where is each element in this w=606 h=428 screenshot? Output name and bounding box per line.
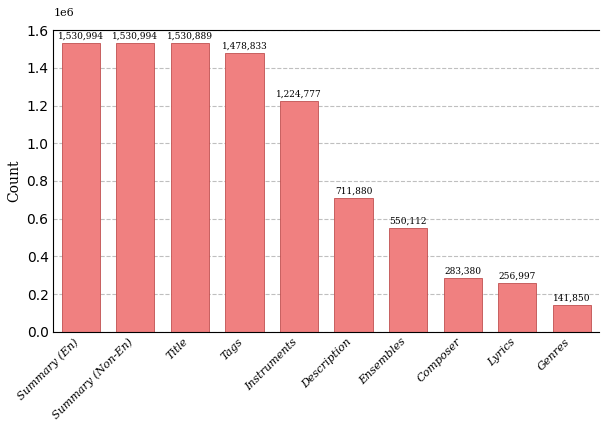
Bar bbox=[553, 305, 591, 332]
Text: 711,880: 711,880 bbox=[335, 186, 372, 195]
Text: 1,530,994: 1,530,994 bbox=[112, 32, 158, 41]
Text: 550,112: 550,112 bbox=[390, 217, 427, 226]
Text: 283,380: 283,380 bbox=[444, 267, 481, 276]
Text: 1e6: 1e6 bbox=[53, 8, 75, 18]
Bar bbox=[225, 53, 264, 332]
Bar bbox=[335, 198, 373, 332]
Text: 1,530,994: 1,530,994 bbox=[58, 32, 104, 41]
Text: 256,997: 256,997 bbox=[499, 272, 536, 281]
Bar bbox=[444, 278, 482, 332]
Text: 1,530,889: 1,530,889 bbox=[167, 32, 213, 41]
Text: 1,224,777: 1,224,777 bbox=[276, 89, 322, 98]
Bar bbox=[389, 228, 427, 332]
Bar bbox=[280, 101, 318, 332]
Bar bbox=[171, 43, 209, 332]
Bar bbox=[498, 283, 536, 332]
Text: 1,478,833: 1,478,833 bbox=[222, 42, 267, 51]
Bar bbox=[116, 43, 155, 332]
Y-axis label: Count: Count bbox=[7, 160, 21, 202]
Bar bbox=[62, 43, 100, 332]
Text: 141,850: 141,850 bbox=[553, 294, 590, 303]
